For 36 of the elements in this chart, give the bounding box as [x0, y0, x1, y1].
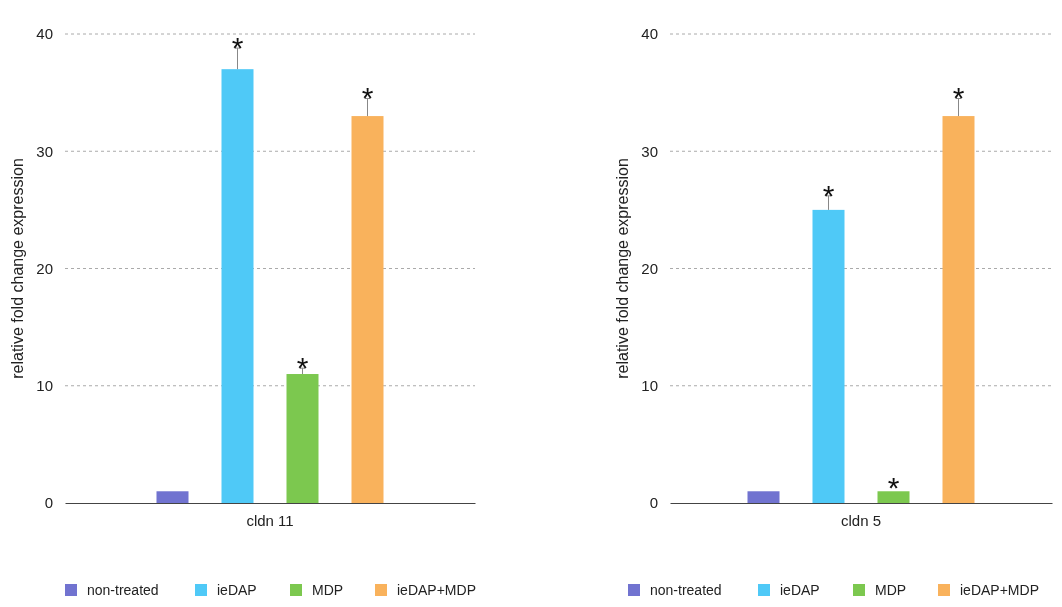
y-tick-label: 30 — [36, 142, 53, 160]
y-axis-title: relative fold change expression — [614, 158, 631, 379]
annotation: * — [296, 351, 309, 385]
annotation: * — [887, 470, 900, 504]
legend-label: ieDAP+MDP — [960, 582, 1039, 598]
y-axis-title: relative fold change expression — [9, 158, 26, 379]
legend-label: ieDAP — [780, 582, 820, 598]
bar — [747, 491, 780, 503]
bar — [877, 491, 910, 503]
bar — [286, 374, 319, 503]
bar — [351, 116, 384, 503]
bar — [221, 69, 254, 503]
y-tick-label: 20 — [641, 259, 658, 277]
bar — [812, 209, 845, 503]
annotation: * — [952, 81, 965, 115]
annotation: * — [822, 178, 835, 212]
y-tick-label: 30 — [641, 142, 658, 160]
y-tick-label: 20 — [36, 259, 53, 277]
y-tick-label: 40 — [36, 25, 53, 43]
y-tick-label: 10 — [36, 377, 53, 395]
legend-label: ieDAP+MDP — [397, 582, 476, 598]
x-tick-label: cldn 5 — [840, 511, 882, 529]
legend-label: MDP — [875, 582, 907, 598]
legend-label: non-treated — [87, 582, 159, 598]
bar — [942, 116, 975, 503]
annotation: * — [361, 81, 374, 115]
annotation: * — [231, 31, 244, 65]
legend-label: MDP — [312, 582, 344, 598]
legend-label: ieDAP — [217, 582, 257, 598]
y-tick-label: 10 — [641, 377, 658, 395]
y-tick-label: 0 — [649, 494, 658, 512]
y-tick-label: 40 — [641, 25, 658, 43]
x-tick-label: cldn 11 — [246, 511, 294, 529]
legend-label: non-treated — [650, 582, 722, 598]
bar — [156, 491, 189, 503]
y-tick-label: 0 — [44, 494, 53, 512]
